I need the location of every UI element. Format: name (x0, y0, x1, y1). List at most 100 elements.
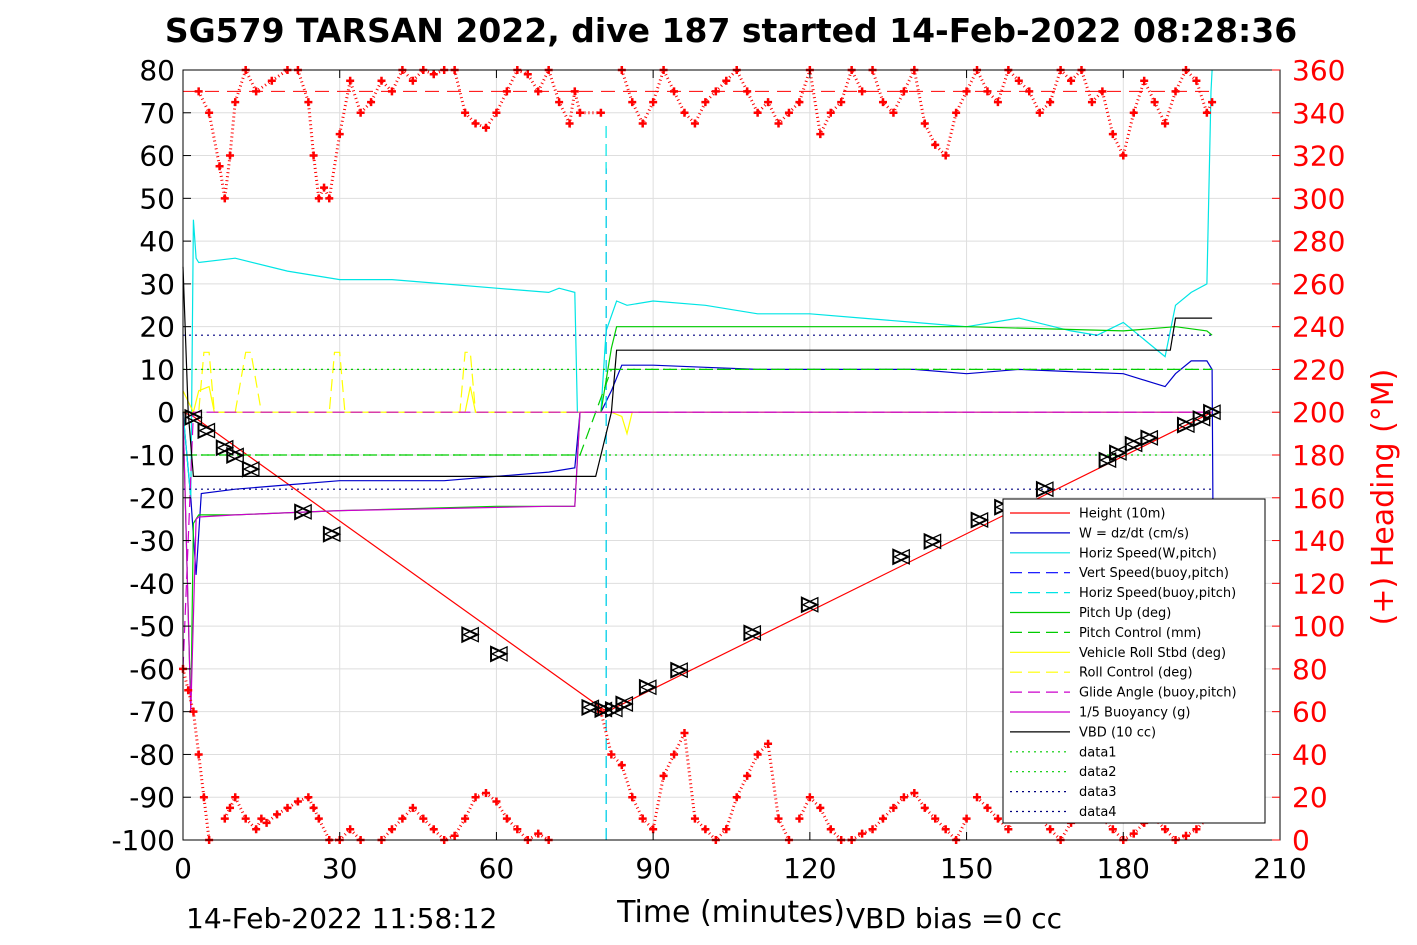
heading-point (711, 87, 720, 96)
series-line-2 (182, 69, 1213, 498)
marker-left-triangle (1036, 481, 1054, 498)
heading-point (1014, 76, 1023, 85)
heading-point (309, 151, 318, 160)
heading-point (701, 825, 710, 834)
marker-left-triangle (461, 626, 479, 643)
heading-point (837, 98, 846, 107)
heading-point (1208, 98, 1217, 107)
heading-point (293, 797, 302, 806)
y-tick-label: 30 (139, 268, 175, 301)
legend-label: Glide Angle (buoy,pitch) (1079, 686, 1237, 701)
heading-point (257, 814, 266, 823)
heading-point (377, 76, 386, 85)
heading-point (1171, 87, 1180, 96)
heading-point (387, 87, 396, 96)
heading-point (314, 814, 323, 823)
heading-trace-1 (296, 67, 445, 204)
heading-point (659, 771, 668, 780)
legend-label: Roll Control (deg) (1079, 666, 1193, 681)
heading-point (826, 825, 835, 834)
marker-layer (184, 403, 1222, 719)
heading-point (1004, 825, 1013, 834)
x-tick-label: 150 (940, 852, 993, 885)
heading-point (199, 793, 208, 802)
heading-point (962, 814, 971, 823)
x-tick-label: 0 (174, 852, 192, 885)
heading-point (534, 829, 543, 838)
heading-point (241, 814, 250, 823)
legend-label: Vert Speed(buoy,pitch) (1079, 566, 1229, 581)
heading-point (878, 814, 887, 823)
heading-point (429, 825, 438, 834)
heading-point (220, 194, 229, 203)
heading-point (502, 814, 511, 823)
heading-point (194, 750, 203, 759)
heading-point (889, 803, 898, 812)
heading-point (899, 793, 908, 802)
heading-point (931, 140, 940, 149)
right-y-tick-label: 100 (1292, 610, 1345, 643)
marker-left-triangle (971, 512, 989, 529)
right-y-tick-label: 240 (1292, 311, 1345, 344)
heading-point (1046, 98, 1055, 107)
right-y-tick-label: 320 (1292, 140, 1345, 173)
right-y-tick-label: 200 (1292, 396, 1345, 429)
y-tick-label: 50 (139, 182, 175, 215)
heading-trace-3 (620, 66, 864, 140)
x-tick-label: 120 (783, 852, 836, 885)
series-layer (182, 69, 1216, 840)
heading-point (764, 739, 773, 748)
heading-point (973, 793, 982, 802)
heading-point (450, 831, 459, 840)
heading-point (1098, 87, 1107, 96)
heading-point (1035, 108, 1044, 117)
heading-point (320, 183, 329, 192)
heading-point (680, 108, 689, 117)
legend: Height (10m) W = dz/dt (cm/s) Horiz Speed(… (1002, 498, 1266, 824)
y-tick-label: -50 (129, 610, 175, 643)
heading-point (931, 814, 940, 823)
heading-point (868, 825, 877, 834)
marker-left-triangle (1140, 429, 1159, 446)
right-y-tick-label: 40 (1292, 738, 1328, 771)
heading-point (461, 814, 470, 823)
heading-point (753, 750, 762, 759)
marker-left-triangle (605, 701, 623, 718)
heading-point (1150, 98, 1159, 107)
right-y-tick-label: 280 (1292, 225, 1345, 258)
heading-point (638, 814, 647, 823)
heading-point (941, 151, 950, 160)
heading-point (628, 793, 637, 802)
heading-point (325, 194, 334, 203)
heading-point (252, 825, 261, 834)
footer-vbd-bias: VBD bias =0 cc (846, 902, 1062, 935)
x-tick-label: 210 (1253, 852, 1306, 885)
series-line-11 (182, 266, 1213, 477)
legend-label: VBD (10 cc) (1079, 725, 1156, 740)
heading-point (784, 108, 793, 117)
heading-point (1161, 119, 1170, 128)
heading-point (570, 87, 579, 96)
heading-point (565, 119, 574, 128)
heading-point (335, 130, 344, 139)
heading-point (941, 825, 950, 834)
heading-point (983, 87, 992, 96)
right-y-tick-label: 260 (1292, 268, 1345, 301)
heading-point (983, 803, 992, 812)
heading-point (910, 788, 919, 797)
y-tick-label: 10 (139, 353, 175, 386)
heading-point (346, 825, 355, 834)
x-tick-label: 30 (322, 852, 358, 885)
legend-label: W = dz/dt (cm/s) (1079, 526, 1189, 541)
marker-left-triangle (294, 503, 312, 520)
marker-left-triangle (892, 548, 910, 565)
heading-point (774, 119, 783, 128)
heading-point (1192, 76, 1201, 85)
heading-point (398, 814, 407, 823)
legend-label: Pitch Control (mm) (1079, 626, 1201, 641)
heading-point (649, 98, 658, 107)
heading-point (471, 119, 480, 128)
x-tick-label: 90 (635, 852, 671, 885)
heading-point (753, 108, 762, 117)
right-y-tick-label: 340 (1292, 97, 1345, 130)
